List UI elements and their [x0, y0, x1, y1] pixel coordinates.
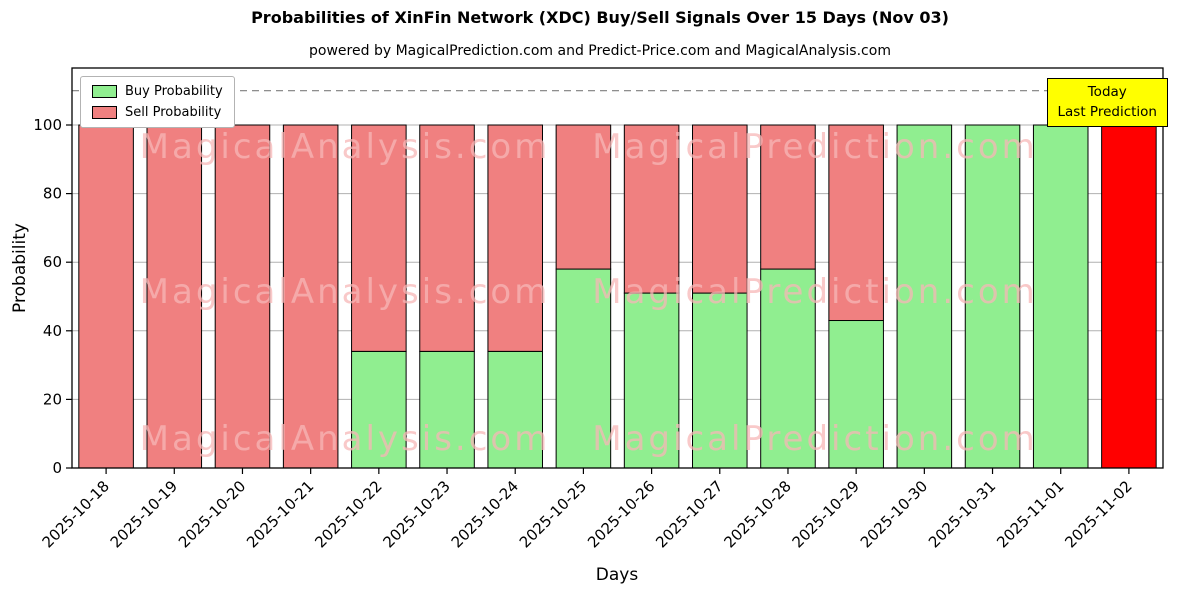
y-tick-label: 20 — [43, 390, 62, 408]
x-tick-label: 2025-11-01 — [993, 477, 1067, 551]
x-tick-label: 2025-10-21 — [243, 477, 317, 551]
bar-buy-segment — [1032, 124, 1089, 469]
y-tick-label: 40 — [43, 322, 62, 340]
today-annotation: Today Last Prediction — [1046, 78, 1168, 128]
watermark-text: MagicalAnalysis.com — [140, 272, 551, 312]
bar-buy-segment — [623, 292, 680, 469]
y-tick-label: 0 — [52, 459, 62, 477]
watermark-text: MagicalAnalysis.com — [140, 419, 551, 459]
x-tick-label: 2025-10-28 — [720, 477, 794, 551]
today-annotation-line2: Last Prediction — [1057, 103, 1157, 120]
bar-sell-segment — [692, 124, 748, 294]
legend: Buy Probability Sell Probability — [80, 76, 235, 128]
legend-item-buy: Buy Probability — [92, 84, 223, 99]
today-annotation-line1: Today — [1087, 84, 1127, 100]
bar-sell-segment — [78, 124, 134, 469]
bar-buy-segment — [896, 124, 953, 469]
sell-probability-label: Sell Probability — [125, 105, 222, 120]
y-tick-label: 80 — [43, 185, 62, 203]
y-axis-label: Probability — [10, 223, 30, 313]
sell-probability-swatch — [92, 106, 117, 119]
x-tick-label: 2025-10-20 — [175, 477, 249, 551]
bar-sell-segment — [1101, 124, 1157, 469]
bar-sell-segment — [214, 124, 271, 469]
bar-sell-segment — [828, 124, 884, 322]
bar-buy-segment — [351, 350, 407, 469]
bar-sell-segment — [282, 124, 339, 469]
bar-sell-segment — [419, 124, 475, 352]
bar-buy-segment — [487, 350, 543, 469]
buy-probability-swatch — [92, 85, 117, 98]
plot-frame — [71, 67, 1164, 469]
watermark-text: MagicalPrediction.com — [592, 419, 1038, 459]
x-tick-label: 2025-10-19 — [107, 477, 181, 551]
x-tick-label: 2025-10-18 — [39, 477, 113, 551]
bar-sell-segment — [760, 124, 816, 270]
bar-buy-segment — [964, 124, 1021, 469]
chart-title: Probabilities of XinFin Network (XDC) Bu… — [251, 8, 949, 27]
buy-probability-label: Buy Probability — [125, 84, 223, 99]
watermark-text: MagicalAnalysis.com — [140, 127, 551, 167]
y-tick-label: 100 — [33, 116, 62, 134]
bar-buy-segment — [555, 268, 612, 469]
x-tick-label: 2025-11-02 — [1061, 477, 1135, 551]
bar-sell-segment — [146, 124, 203, 469]
bar-sell-segment — [351, 124, 407, 352]
watermark-text: MagicalPrediction.com — [592, 127, 1038, 167]
chart-subtitle: powered by MagicalPrediction.com and Pre… — [309, 43, 891, 59]
x-tick-label: 2025-10-30 — [857, 477, 931, 551]
watermark-text: MagicalPrediction.com — [592, 272, 1038, 312]
x-tick-label: 2025-10-29 — [789, 477, 863, 551]
y-tick-label: 60 — [43, 253, 62, 271]
x-tick-label: 2025-10-23 — [379, 477, 453, 551]
bar-sell-segment — [487, 124, 543, 352]
bar-buy-segment — [760, 268, 816, 469]
x-tick-label: 2025-10-24 — [448, 477, 522, 551]
x-tick-label: 2025-10-27 — [652, 477, 726, 551]
bar-buy-segment — [828, 320, 884, 469]
x-axis-label: Days — [595, 565, 639, 585]
x-tick-label: 2025-10-22 — [311, 477, 385, 551]
x-tick-label: 2025-10-26 — [584, 477, 658, 551]
x-tick-label: 2025-10-31 — [925, 477, 999, 551]
legend-item-sell: Sell Probability — [92, 105, 223, 120]
bar-sell-segment — [623, 124, 680, 294]
bar-sell-segment — [555, 124, 612, 270]
x-tick-label: 2025-10-25 — [516, 477, 590, 551]
